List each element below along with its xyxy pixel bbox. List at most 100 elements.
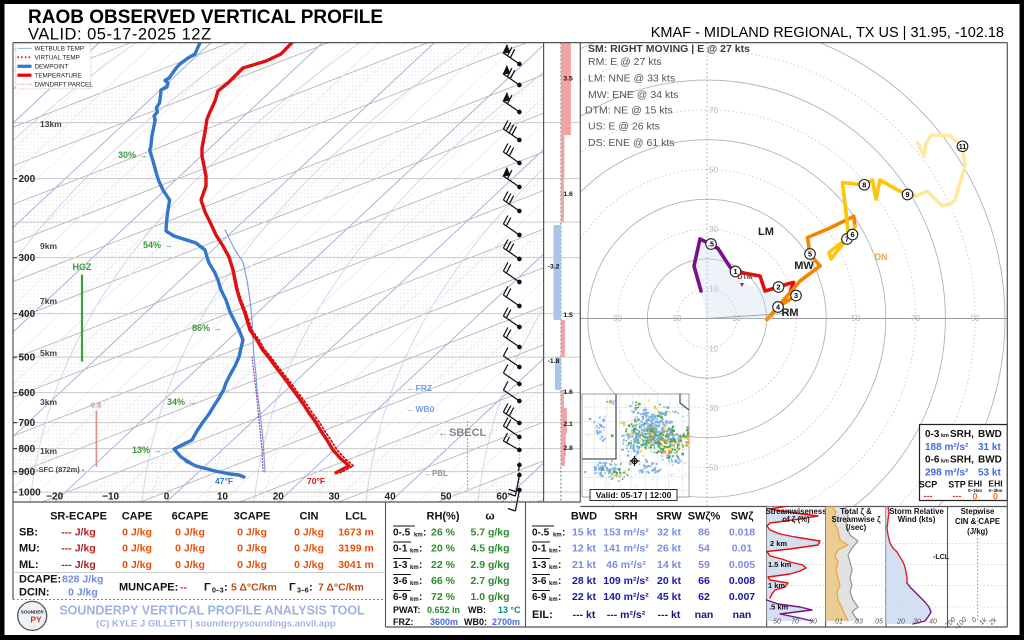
svg-text:12 kt: 12 kt <box>572 543 596 555</box>
svg-text:50: 50 <box>852 314 861 323</box>
svg-text:4: 4 <box>776 303 780 312</box>
svg-text:30: 30 <box>709 404 718 413</box>
svg-text:141 m²/s²: 141 m²/s² <box>603 543 649 555</box>
svg-text:0 J/kg: 0 J/kg <box>122 559 152 571</box>
svg-text:SB:: SB: <box>19 527 38 539</box>
svg-text:--- J/kg: --- J/kg <box>61 527 95 539</box>
svg-text:40: 40 <box>929 619 937 626</box>
svg-text:km: km <box>549 581 558 587</box>
svg-text:188 m²/s²: 188 m²/s² <box>925 442 969 453</box>
svg-text:LM: NNE @ 33 kts: LM: NNE @ 33 kts <box>588 73 675 85</box>
svg-text:66: 66 <box>698 575 710 587</box>
svg-text:ω: ω <box>485 511 494 523</box>
svg-text:26 kt: 26 kt <box>657 543 681 555</box>
svg-text:--- J/kg: --- J/kg <box>61 543 95 555</box>
svg-text:9km: 9km <box>40 241 57 251</box>
svg-text::: : <box>558 560 561 571</box>
svg-text:22 kt: 22 kt <box>572 591 596 603</box>
svg-text:2k: 2k <box>988 616 999 627</box>
svg-text:3-6: 3-6 <box>532 576 547 587</box>
svg-text:59: 59 <box>698 559 710 571</box>
svg-text:3.5: 3.5 <box>563 76 573 83</box>
svg-text:1.6: 1.6 <box>563 389 573 396</box>
svg-text:km: km <box>414 533 423 539</box>
svg-text:−20: −20 <box>46 492 63 503</box>
svg-text:Streamwiseness: Streamwiseness <box>765 507 827 516</box>
svg-text:CIN: CIN <box>300 511 319 523</box>
svg-text:PWAT:: PWAT: <box>393 605 420 615</box>
svg-text:.5 km: .5 km <box>769 603 789 612</box>
svg-text:5 Δ°C/km: 5 Δ°C/km <box>231 582 277 594</box>
svg-text:CAPE: CAPE <box>122 511 153 523</box>
svg-text:20 %: 20 % <box>431 543 456 555</box>
svg-text:←WB0: ←WB0 <box>407 404 435 414</box>
svg-text:VIRTUAL TEMP: VIRTUAL TEMP <box>35 55 80 62</box>
svg-text:50: 50 <box>709 166 718 175</box>
svg-text:31 kt: 31 kt <box>978 442 1001 453</box>
svg-text:RM: E @ 27 kts: RM: E @ 27 kts <box>588 56 662 68</box>
svg-text:-1.8: -1.8 <box>548 358 560 365</box>
svg-text:0.8: 0.8 <box>91 401 101 410</box>
svg-text:0-6: 0-6 <box>925 455 940 466</box>
svg-text:3041 m: 3041 m <box>338 559 374 571</box>
svg-text:km: km <box>410 565 419 571</box>
svg-text:2.7 g/kg: 2.7 g/kg <box>470 575 509 587</box>
svg-text:2.8: 2.8 <box>563 445 573 452</box>
svg-text:600: 600 <box>19 388 36 399</box>
svg-text:900: 900 <box>19 467 36 478</box>
svg-text:km: km <box>941 433 949 439</box>
svg-text:3199 m: 3199 m <box>338 543 374 555</box>
svg-text:72 %: 72 % <box>431 591 456 603</box>
svg-text:109 m²/s²: 109 m²/s² <box>603 575 649 587</box>
svg-text:SOUNDERPY VERTICAL PROFILE ANA: SOUNDERPY VERTICAL PROFILE ANALYSIS TOOL <box>59 604 365 618</box>
svg-text:400: 400 <box>19 309 36 320</box>
svg-text:0: 0 <box>972 492 977 502</box>
svg-text:20: 20 <box>273 492 285 503</box>
svg-text:DS: ENE @ 61 kts: DS: ENE @ 61 kts <box>588 137 675 149</box>
svg-text:-LCL: -LCL <box>933 554 950 561</box>
svg-text:5.7 g/kg: 5.7 g/kg <box>470 527 509 539</box>
svg-text:0 J/kg: 0 J/kg <box>122 527 152 539</box>
svg-text:0 J/kg: 0 J/kg <box>294 543 324 555</box>
svg-text:300: 300 <box>19 253 36 264</box>
svg-text:Streamwise ζ: Streamwise ζ <box>831 515 881 524</box>
svg-text:←FRZ: ←FRZ <box>407 383 432 393</box>
svg-text:0.005: 0.005 <box>729 559 755 571</box>
svg-text:13km: 13km <box>40 119 62 129</box>
svg-text:km: km <box>410 549 419 555</box>
svg-text:0.652 in: 0.652 in <box>427 605 460 615</box>
svg-text:DN: DN <box>875 252 888 262</box>
svg-text:70: 70 <box>709 106 718 115</box>
svg-text:50: 50 <box>709 464 718 473</box>
svg-text:←PBL: ←PBL <box>424 469 448 478</box>
svg-text:--- kt: --- kt <box>658 609 681 621</box>
svg-text:0 J/kg: 0 J/kg <box>294 559 324 571</box>
svg-text:WB0:: WB0: <box>464 617 487 627</box>
svg-text:WB:: WB: <box>468 605 486 615</box>
svg-text:nan: nan <box>733 609 752 621</box>
svg-text:SRH,: SRH, <box>950 455 974 466</box>
svg-text:86: 86 <box>698 527 710 539</box>
svg-text::: : <box>419 592 422 603</box>
svg-text:0.008: 0.008 <box>729 575 755 587</box>
svg-text::: : <box>562 528 565 539</box>
svg-text:0.018: 0.018 <box>729 527 755 539</box>
svg-text:---: --- <box>953 491 962 501</box>
svg-text:28 kt: 28 kt <box>572 575 596 587</box>
svg-text:---: --- <box>924 491 933 501</box>
svg-text:(/sec): (/sec) <box>846 523 867 532</box>
svg-text:0.01: 0.01 <box>732 543 753 555</box>
svg-text:km: km <box>553 533 562 539</box>
svg-text:Wind (kts): Wind (kts) <box>898 515 936 524</box>
svg-text:nan: nan <box>695 609 714 621</box>
svg-text:1-3: 1-3 <box>393 560 408 571</box>
svg-text:54% →: 54% → <box>143 240 173 250</box>
svg-text:1.0 g/kg: 1.0 g/kg <box>470 591 509 603</box>
svg-text:20: 20 <box>896 619 905 626</box>
svg-text:1: 1 <box>734 267 738 276</box>
svg-text:2700m: 2700m <box>492 617 520 627</box>
svg-text::: : <box>558 576 561 587</box>
svg-text:1.6: 1.6 <box>563 191 573 198</box>
svg-text:30: 30 <box>913 619 921 626</box>
svg-text:0 J/kg: 0 J/kg <box>175 527 205 539</box>
